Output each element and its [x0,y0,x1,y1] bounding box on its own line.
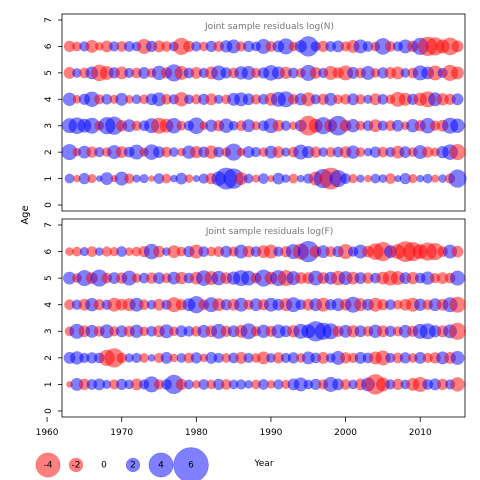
legend-bubble [148,452,174,478]
residual-bubble [139,352,150,363]
legend-label: 4 [158,461,164,471]
legend-label: 6 [188,461,194,471]
y-tick-label: 6 [44,43,54,49]
legend-bubble [68,457,84,473]
residual-bubble [450,118,465,134]
y-tick-label: 1 [44,382,54,388]
y-tick-label: 0 [44,202,54,208]
bubble-size-legend: -4 -2 0 2 4 6 [35,447,209,480]
residual-bubble [416,174,425,183]
residual-bubble [64,173,75,184]
x-tick-label: 2010 [409,428,432,438]
residual-bubble [348,173,358,184]
residual-bubble [451,40,464,53]
legend-bubble [35,452,61,478]
y-tick-label: 6 [44,248,54,254]
y-tick-label: 4 [44,302,54,308]
panel-log-f: Joint sample residuals log(F) 0 1 2 3 4 5 6 7 [44,218,467,418]
y-tick-label: 7 [44,17,54,23]
residual-bubble [87,173,97,184]
x-axis-label: Year [253,459,273,469]
legend-label: -2 [72,461,81,471]
x-tick-label: 1990 [260,428,283,438]
residual-bubble [451,245,464,258]
residual-bubble [139,173,149,184]
y-tick-label: 1 [44,176,54,182]
panel-title: Joint sample residuals log(N) [204,22,334,32]
residual-bubble [450,350,465,365]
y-tick-label: 2 [44,149,54,155]
residual-bubble [449,143,466,161]
x-tick-label: 1970 [110,428,133,438]
plot-frame [61,218,466,418]
x-tick-label: 1960 [36,428,59,438]
residual-bubble [451,93,464,106]
panel-log-n: Joint sample residuals log(N) 0 1 2 3 4 5 6 7 [44,13,467,212]
legend-label: 0 [101,461,107,471]
residual-bubble [408,173,418,184]
residual-bubble [450,377,465,392]
y-tick-label: 0 [44,408,54,414]
residual-bubble [449,270,466,286]
residual-bubble [384,173,396,185]
y-tick-label: 5 [44,275,54,281]
x-tick-label: 1980 [185,428,208,438]
x-tick-label: 2000 [334,428,357,438]
y-tick-label: 7 [44,222,54,228]
panel-title: Joint sample residuals log(F) [205,227,333,237]
x-axis: 1960 1970 1980 1990 2000 2010 [36,417,432,438]
residual-bubble [132,174,141,183]
legend-label: 2 [130,461,136,471]
y-tick-label: 2 [44,355,54,361]
residual-bubble [288,173,299,184]
legend-bubble [173,447,209,480]
residual-bubble [430,174,440,183]
residual-bubble [184,174,194,184]
y-tick-label: 5 [44,70,54,76]
residual-bubble [450,66,465,80]
plot-frame [61,13,466,212]
legend-bubble [125,457,141,473]
residual-bubble [356,174,365,183]
y-tick-label: 3 [44,328,54,334]
y-tick-label: 4 [44,96,54,102]
residual-bubble [161,173,172,184]
y-tick-label: 3 [44,123,54,129]
residual-bubble [448,322,467,340]
residual-bubble [258,173,269,185]
residual-bubble [448,169,467,188]
legend-label: -4 [44,461,53,471]
y-axis-label: Age [20,205,31,224]
residual-bubble [449,296,466,313]
